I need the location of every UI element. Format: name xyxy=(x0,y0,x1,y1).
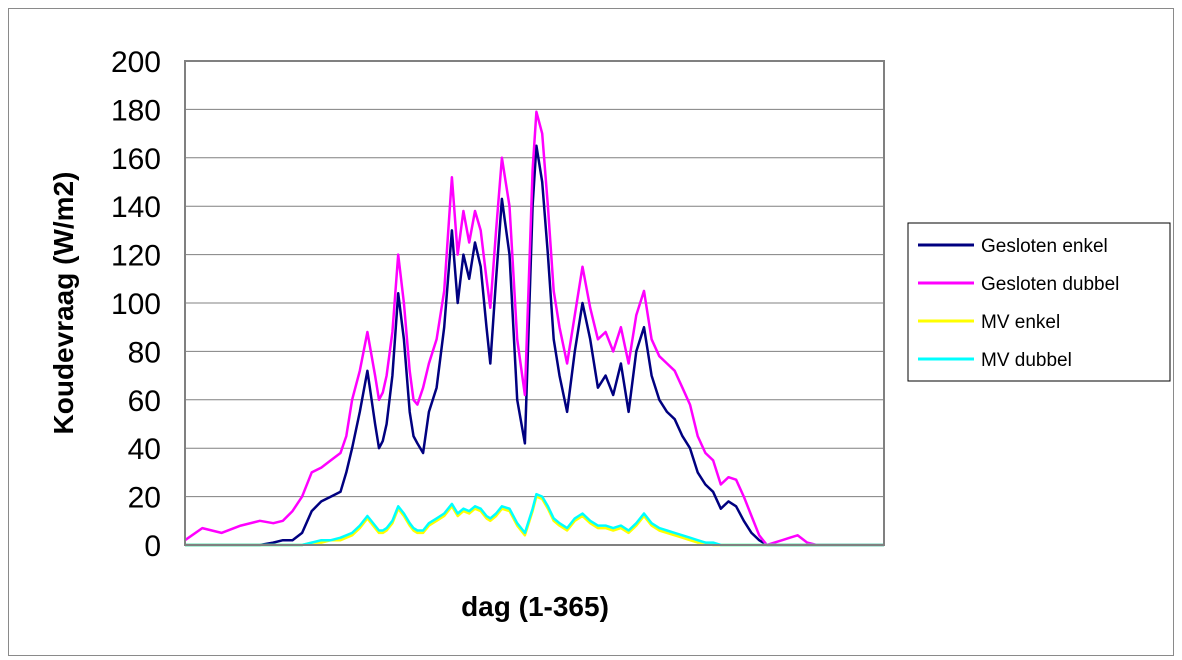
y-tick-label: 60 xyxy=(128,385,161,418)
y-tick-label: 180 xyxy=(111,94,161,127)
y-tick-label: 160 xyxy=(111,143,161,176)
legend-label: MV enkel xyxy=(981,312,1060,333)
legend-label: Gesloten dubbel xyxy=(981,274,1119,295)
y-tick-label: 40 xyxy=(128,433,161,466)
y-tick-labels: 0 20 40 60 80 100 120 140 160 180 200 xyxy=(111,46,161,563)
y-tick-label: 120 xyxy=(111,240,161,273)
series-line-gesloten-enkel xyxy=(185,144,884,547)
y-tick-label: 20 xyxy=(128,482,161,515)
legend-items: Gesloten enkel Gesloten dubbel MV enkel MV … xyxy=(918,236,1119,371)
legend: Gesloten enkel Gesloten dubbel MV enkel MV … xyxy=(907,222,1171,382)
legend-box xyxy=(907,222,1171,382)
y-tick-label: 100 xyxy=(111,288,161,321)
y-axis-title: Koudevraag (W/m2) xyxy=(48,172,79,435)
series-line-gesloten-dubbel xyxy=(184,110,884,547)
y-tick-label: 0 xyxy=(144,530,161,563)
y-tick-label: 80 xyxy=(128,336,161,369)
legend-label: Gesloten enkel xyxy=(981,236,1108,257)
gridlines xyxy=(185,108,884,498)
y-tick-label: 140 xyxy=(111,191,161,224)
x-axis-title: dag (1-365) xyxy=(461,591,609,622)
plot-border xyxy=(184,60,885,546)
y-tick-label: 200 xyxy=(111,46,161,79)
legend-label: MV dubbel xyxy=(981,350,1072,371)
